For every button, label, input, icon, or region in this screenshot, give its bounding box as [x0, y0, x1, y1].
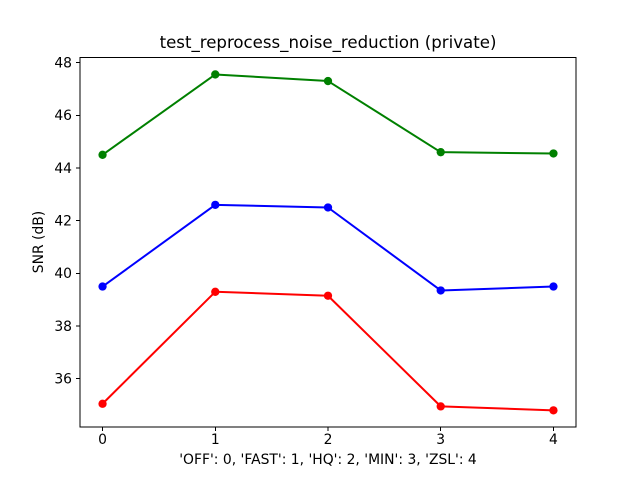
x-tick-label: 4 [549, 432, 558, 448]
green-series-marker [436, 148, 445, 157]
x-tick-label: 2 [324, 432, 333, 448]
axes-border [79, 57, 577, 428]
y-tick-label: 38 [54, 319, 72, 335]
y-tick-label: 48 [54, 55, 72, 71]
x-tick-label: 3 [436, 432, 445, 448]
blue-series-marker [436, 286, 445, 295]
blue-series-line [101, 203, 555, 292]
y-tick-label: 40 [54, 266, 72, 282]
blue-series-marker [549, 282, 558, 291]
blue-series-marker [211, 200, 220, 210]
red-series-marker [323, 291, 333, 300]
red-series-marker [549, 406, 558, 415]
x-axis-label: 'OFF': 0, 'FAST': 1, 'HQ': 2, 'MIN': 3, … [179, 452, 477, 468]
y-axis-label: SNR (dB) [31, 210, 47, 274]
x-tick-label: 1 [211, 432, 220, 448]
y-tick-label: 44 [54, 161, 72, 177]
chart-title: test_reprocess_noise_reduction (private) [159, 33, 497, 52]
x-tick-label: 0 [98, 432, 107, 448]
green-series-marker [211, 70, 220, 79]
red-series-line [101, 290, 555, 412]
red-series-marker [436, 402, 445, 411]
y-tick-label: 46 [54, 108, 72, 124]
red-series-marker [211, 287, 220, 296]
blue-series-marker [98, 282, 107, 291]
green-series-marker [98, 150, 107, 159]
green-series-line [101, 73, 555, 156]
y-tick-label: 36 [54, 372, 72, 388]
red-series-marker [98, 399, 107, 408]
y-tick-label: 42 [54, 213, 72, 229]
blue-series-marker [323, 203, 333, 212]
green-series-marker [323, 76, 333, 86]
green-series-marker [549, 149, 558, 158]
